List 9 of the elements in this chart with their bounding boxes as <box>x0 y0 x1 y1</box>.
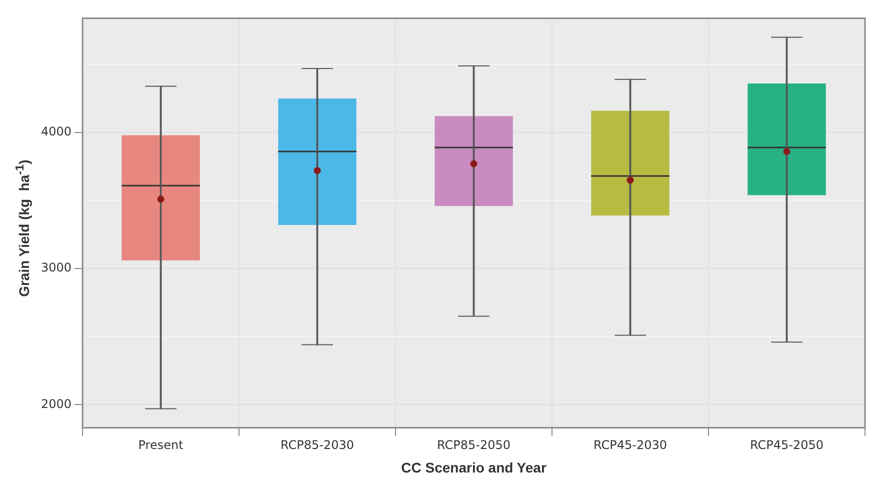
x-axis-title: CC Scenario and Year <box>401 459 547 476</box>
x-tick-label: RCP85-2030 <box>280 438 354 452</box>
x-tick-label: RCP45-2050 <box>750 438 824 452</box>
y-tick-label: 2000 <box>40 396 72 411</box>
x-tick-label: RCP85-2050 <box>437 438 511 452</box>
y-tick-label: 3000 <box>40 260 72 275</box>
x-tick-label: Present <box>138 438 184 452</box>
y-tick-label: 4000 <box>40 124 72 139</box>
x-tick-label: RCP45-2030 <box>594 438 668 452</box>
